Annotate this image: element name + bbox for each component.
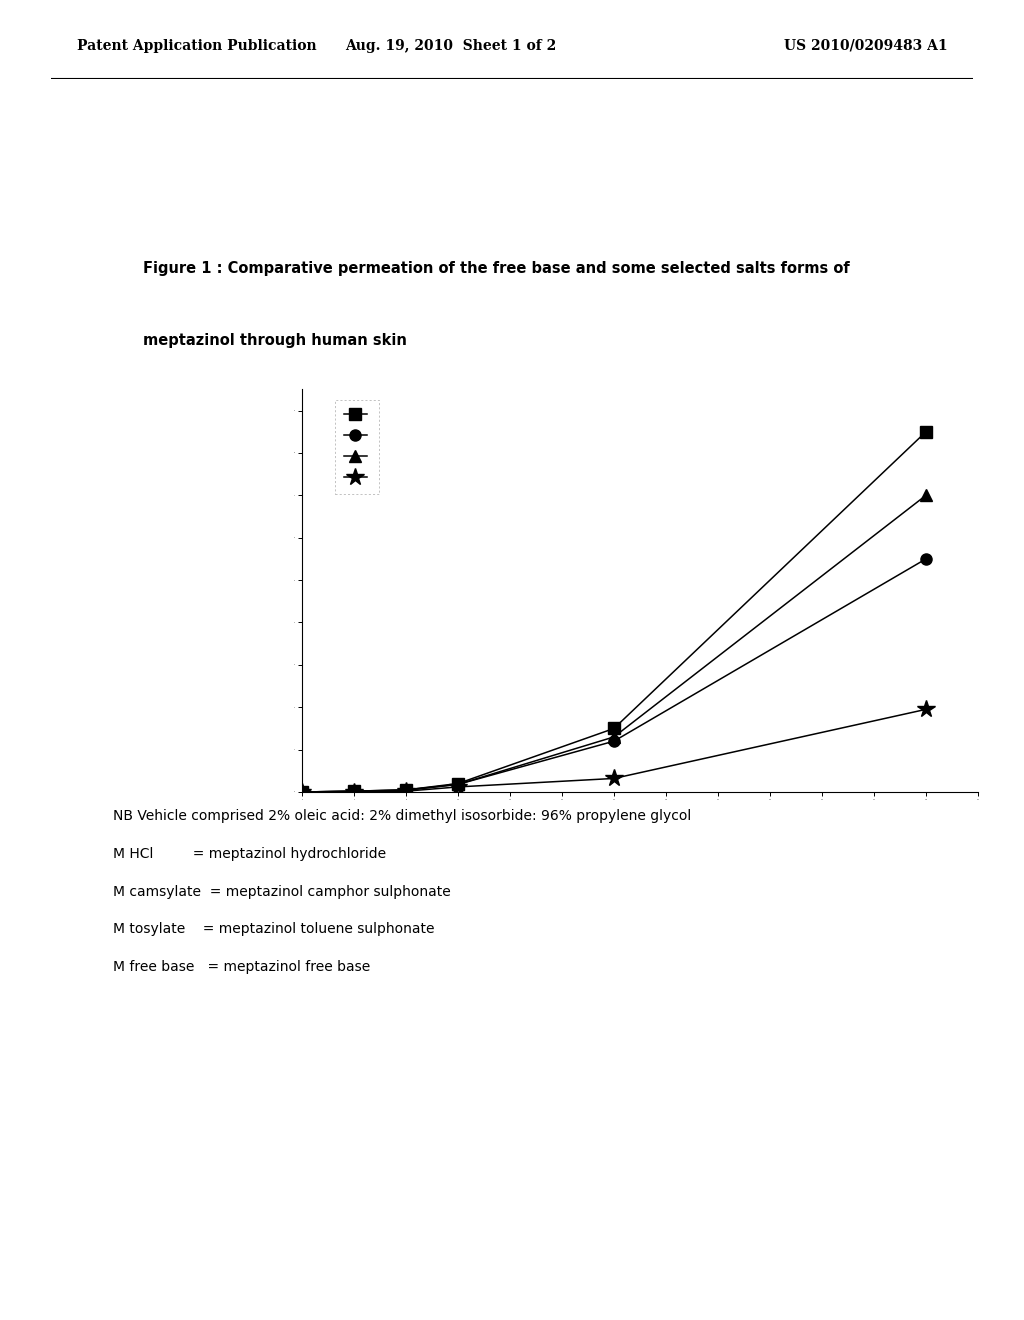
Text: M tosylate    = meptazinol toluene sulphonate: M tosylate = meptazinol toluene sulphona… (113, 923, 434, 936)
Text: NB Vehicle comprised 2% oleic acid: 2% dimethyl isosorbide: 96% propylene glycol: NB Vehicle comprised 2% oleic acid: 2% d… (113, 809, 691, 822)
Text: M free base   = meptazinol free base: M free base = meptazinol free base (113, 960, 371, 974)
Text: Aug. 19, 2010  Sheet 1 of 2: Aug. 19, 2010 Sheet 1 of 2 (345, 38, 556, 53)
Text: meptazinol through human skin: meptazinol through human skin (143, 333, 407, 347)
Legend: , , , : , , , (336, 400, 379, 494)
Text: M HCl         = meptazinol hydrochloride: M HCl = meptazinol hydrochloride (113, 846, 386, 861)
Text: US 2010/0209483 A1: US 2010/0209483 A1 (783, 38, 947, 53)
Text: Figure 1 : Comparative permeation of the free base and some selected salts forms: Figure 1 : Comparative permeation of the… (143, 261, 850, 276)
Text: Patent Application Publication: Patent Application Publication (77, 38, 316, 53)
Text: M camsylate  = meptazinol camphor sulphonate: M camsylate = meptazinol camphor sulphon… (113, 884, 451, 899)
